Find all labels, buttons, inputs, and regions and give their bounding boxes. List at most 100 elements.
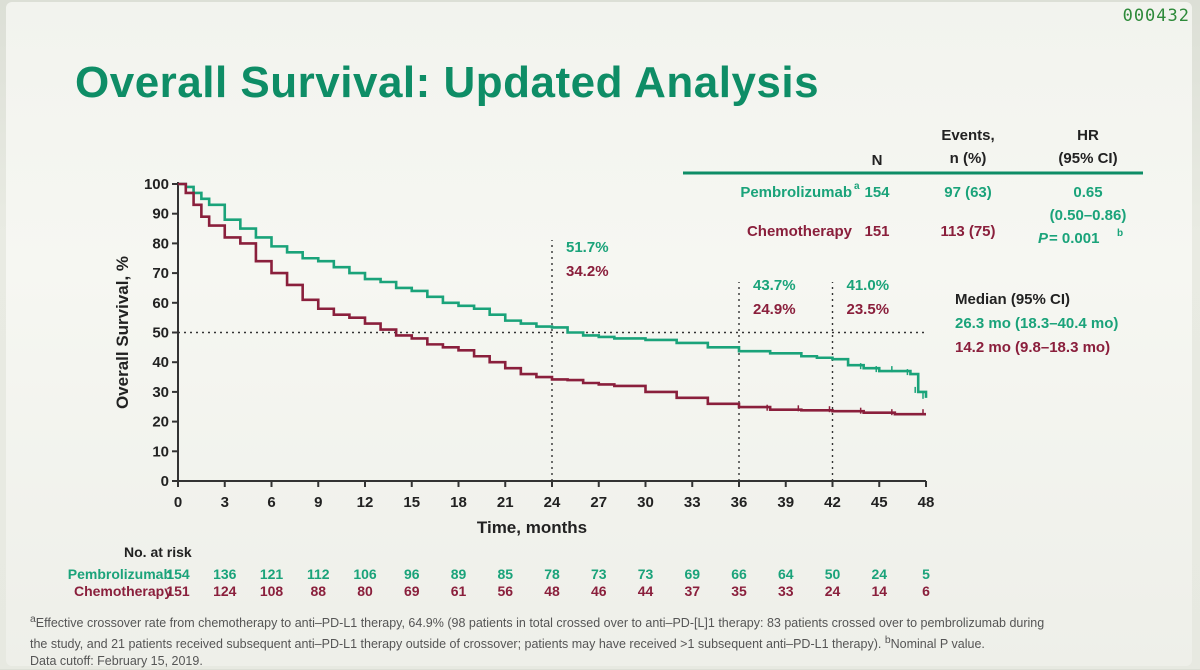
series-line-pembrolizumab [178,182,928,398]
table-row-n: 151 [864,223,889,240]
at-risk-value: 124 [213,583,237,599]
median-block: Median (95% CI) 26.3 mo (18.3–40.4 mo) 1… [955,288,1118,360]
x-tick-label: 15 [403,494,420,511]
median-pembro: 26.3 mo (18.3–40.4 mo) [955,315,1119,332]
landmark-label-chemo: 23.5% [847,301,890,318]
at-risk-value: 64 [778,566,794,582]
at-risk-value: 46 [591,583,607,599]
y-tick-label: 80 [152,235,169,252]
x-tick-label: 3 [221,494,229,511]
table-row-label-chemotherapy: Chemotherapy [747,223,853,240]
at-risk-value: 37 [684,583,700,599]
y-tick-label: 40 [152,354,169,371]
at-risk-value: 50 [825,566,841,582]
x-tick-label: 0 [174,494,182,511]
landmark-label-pembro: 51.7% [566,239,609,256]
table-header-hr: HR [1077,127,1099,144]
at-risk-value: 61 [451,583,467,599]
at-risk-value: 44 [638,583,654,599]
at-risk-value: 154 [166,566,190,582]
landmark-label-chemo: 34.2% [566,263,609,280]
at-risk-value: 35 [731,583,747,599]
landmark-label-pembro: 43.7% [753,277,796,294]
at-risk-value: 69 [404,583,420,599]
table-p-sup: b [1117,228,1123,239]
x-tick-label: 45 [871,494,888,511]
landmark-label-chemo: 24.9% [753,301,796,318]
at-risk-value: 5 [922,566,930,582]
table-p-value: = 0.001 [1049,230,1099,247]
landmark-label-pembro: 41.0% [847,277,890,294]
table-hr-ci: (0.50–0.86) [1050,207,1127,224]
frame-counter: 000432 [1122,6,1190,26]
footnote-sup-a: a [30,614,36,625]
y-tick-label: 60 [152,295,169,312]
median-chemo: 14.2 mo (9.8–18.3 mo) [955,339,1111,356]
at-risk-value: 85 [497,566,513,582]
at-risk-value: 96 [404,566,420,582]
at-risk-value: 108 [260,583,284,599]
table-header-hr-sub: (95% CI) [1058,150,1117,167]
at-risk-value: 78 [544,566,560,582]
at-risk-value: 73 [591,566,607,582]
at-risk-value: 6 [922,583,930,599]
at-risk-value: 88 [310,583,326,599]
footnote-line3: Data cutoff: February 15, 2019. [30,654,203,669]
median-title: Median (95% CI) [955,291,1071,308]
at-risk-label: Pembrolizumab [68,566,172,582]
x-tick-label: 6 [267,494,275,511]
x-tick-label: 12 [357,494,374,511]
at-risk-value: 69 [684,566,700,582]
at-risk-value: 66 [731,566,747,582]
at-risk-value: 121 [260,566,284,582]
y-tick-label: 10 [152,443,169,460]
at-risk-value: 151 [166,583,190,599]
x-tick-label: 42 [824,494,841,511]
at-risk-value: 80 [357,583,373,599]
x-tick-label: 24 [544,494,561,511]
table-hr-value: 0.65 [1073,184,1102,201]
at-risk-value: 89 [451,566,467,582]
at-risk-label: Chemotherapy [74,583,172,599]
y-axis-label: Overall Survival, % [113,256,132,409]
at-risk-value: 73 [638,566,654,582]
series-line-chemotherapy [178,182,926,416]
table-header-events-sub: n (%) [950,150,987,167]
footnote-line2-end: Nominal P value. [890,637,985,652]
slide [6,2,1192,666]
x-tick-label: 33 [684,494,701,511]
table-row-label-sup: a [854,181,860,192]
x-tick-label: 18 [450,494,467,511]
at-risk-title: No. at risk [124,544,192,560]
at-risk-value: 24 [825,583,841,599]
y-tick-label: 100 [144,176,169,193]
y-tick-label: 90 [152,206,169,223]
y-tick-label: 50 [152,325,169,342]
at-risk-value: 112 [307,566,330,582]
at-risk-value: 14 [871,583,887,599]
table-header-n: N [872,152,883,169]
footnote-line2: the study, and 21 patients received subs… [30,637,885,652]
at-risk-value: 106 [353,566,377,582]
table-p-label: P [1038,230,1049,247]
x-tick-label: 36 [731,494,748,511]
y-tick-label: 20 [152,414,169,431]
table-row-n: 154 [864,184,890,201]
slide-title: Overall Survival: Updated Analysis [75,58,820,107]
x-tick-label: 9 [314,494,322,511]
table-row-label-pembrolizumab: Pembrolizumab [740,184,852,201]
footnote-line1: Effective crossover rate from chemothera… [35,616,1045,631]
x-axis-label: Time, months [477,518,587,537]
at-risk-value: 24 [871,566,887,582]
at-risk-value: 136 [213,566,237,582]
x-tick-label: 27 [590,494,607,511]
x-tick-label: 30 [637,494,654,511]
y-tick-label: 0 [161,473,169,490]
at-risk-value: 56 [497,583,513,599]
x-tick-label: 39 [777,494,794,511]
table-header-events: Events, [941,127,994,144]
footnote: aEffective crossover rate from chemother… [30,611,1190,670]
table-row-events: 97 (63) [944,184,992,201]
table-row-events: 113 (75) [940,223,995,240]
